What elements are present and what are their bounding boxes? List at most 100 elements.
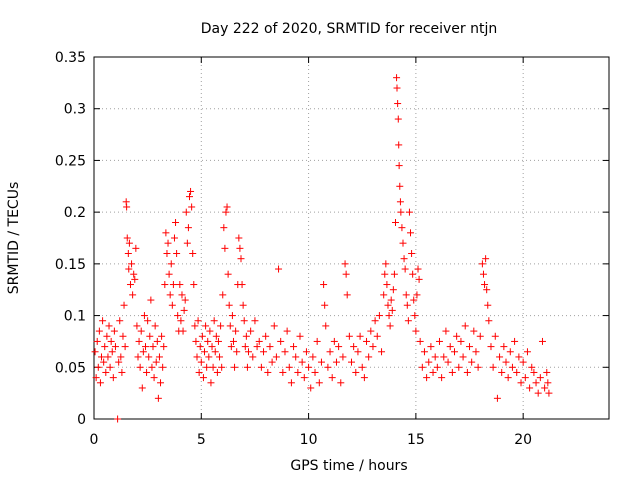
data-point	[409, 270, 417, 278]
data-point	[158, 332, 166, 340]
data-point	[110, 327, 118, 335]
data-point	[453, 332, 461, 340]
data-point	[463, 368, 471, 376]
y-tick-label: 0.1	[64, 309, 86, 325]
data-point	[194, 317, 202, 325]
y-axis-label: SRMTID / TECUs	[6, 182, 22, 295]
data-point	[153, 337, 161, 345]
data-point	[457, 337, 465, 345]
data-point	[337, 379, 345, 387]
data-point	[167, 260, 175, 268]
data-point	[395, 141, 403, 149]
y-tick-label: 0	[77, 412, 86, 428]
data-point	[130, 270, 138, 278]
data-point	[478, 260, 486, 268]
data-point	[489, 363, 497, 371]
data-point	[313, 337, 321, 345]
data-point	[191, 322, 199, 330]
data-point	[140, 312, 148, 320]
data-point	[519, 358, 527, 366]
data-point	[433, 363, 441, 371]
data-point	[429, 368, 437, 376]
data-point	[240, 317, 248, 325]
data-point	[365, 353, 373, 361]
data-point	[414, 265, 422, 273]
data-point	[479, 270, 487, 278]
data-point	[476, 332, 484, 340]
y-tick-label: 0.15	[55, 257, 86, 273]
data-point	[435, 337, 443, 345]
data-point	[448, 368, 456, 376]
data-point	[228, 312, 236, 320]
data-point	[470, 327, 478, 335]
data-point	[266, 343, 274, 351]
data-point	[281, 348, 289, 356]
data-point	[373, 332, 381, 340]
data-point	[229, 337, 237, 345]
data-point	[384, 301, 392, 309]
data-point	[143, 368, 151, 376]
data-point	[404, 317, 412, 325]
data-point	[389, 286, 397, 294]
data-point	[412, 327, 420, 335]
data-point	[521, 374, 529, 382]
data-point	[498, 368, 506, 376]
data-point	[106, 363, 114, 371]
data-point	[508, 363, 516, 371]
data-point	[204, 337, 212, 345]
data-point	[378, 348, 386, 356]
data-point	[184, 224, 192, 232]
data-point	[157, 379, 165, 387]
data-point	[320, 281, 328, 289]
data-point	[181, 296, 189, 304]
data-point	[356, 332, 364, 340]
data-point	[172, 218, 180, 226]
data-point	[107, 337, 115, 345]
data-point	[249, 353, 257, 361]
data-point	[147, 296, 155, 304]
data-point	[544, 379, 552, 387]
data-point	[231, 363, 239, 371]
data-point	[326, 348, 334, 356]
data-point	[182, 208, 190, 216]
data-point	[311, 368, 319, 376]
data-point	[283, 327, 291, 335]
data-point	[225, 301, 233, 309]
data-point	[235, 234, 243, 242]
data-point	[146, 332, 154, 340]
data-point	[123, 203, 131, 211]
data-point	[129, 291, 137, 299]
data-point	[257, 363, 265, 371]
data-point	[135, 337, 143, 345]
data-point	[162, 229, 170, 237]
data-point	[431, 353, 439, 361]
data-point	[241, 343, 249, 351]
data-point	[119, 332, 127, 340]
data-point	[382, 260, 390, 268]
data-point	[393, 84, 401, 92]
data-point	[202, 322, 210, 330]
data-point	[440, 353, 448, 361]
data-point	[290, 343, 298, 351]
data-point	[517, 379, 525, 387]
data-point	[209, 363, 217, 371]
data-point	[264, 368, 272, 376]
chart-title: Day 222 of 2020, SRMTID for receiver ntj…	[201, 21, 498, 37]
data-point	[394, 115, 402, 123]
data-point	[538, 337, 546, 345]
data-point	[221, 244, 229, 252]
data-point	[111, 343, 119, 351]
data-point	[391, 218, 399, 226]
data-point	[420, 348, 428, 356]
data-point	[180, 306, 188, 314]
data-point	[502, 358, 510, 366]
data-point	[223, 203, 231, 211]
data-point	[100, 358, 108, 366]
data-point	[493, 394, 501, 402]
data-point	[217, 322, 225, 330]
data-point	[213, 368, 221, 376]
data-point	[363, 337, 371, 345]
data-point	[315, 379, 323, 387]
data-point	[321, 301, 329, 309]
